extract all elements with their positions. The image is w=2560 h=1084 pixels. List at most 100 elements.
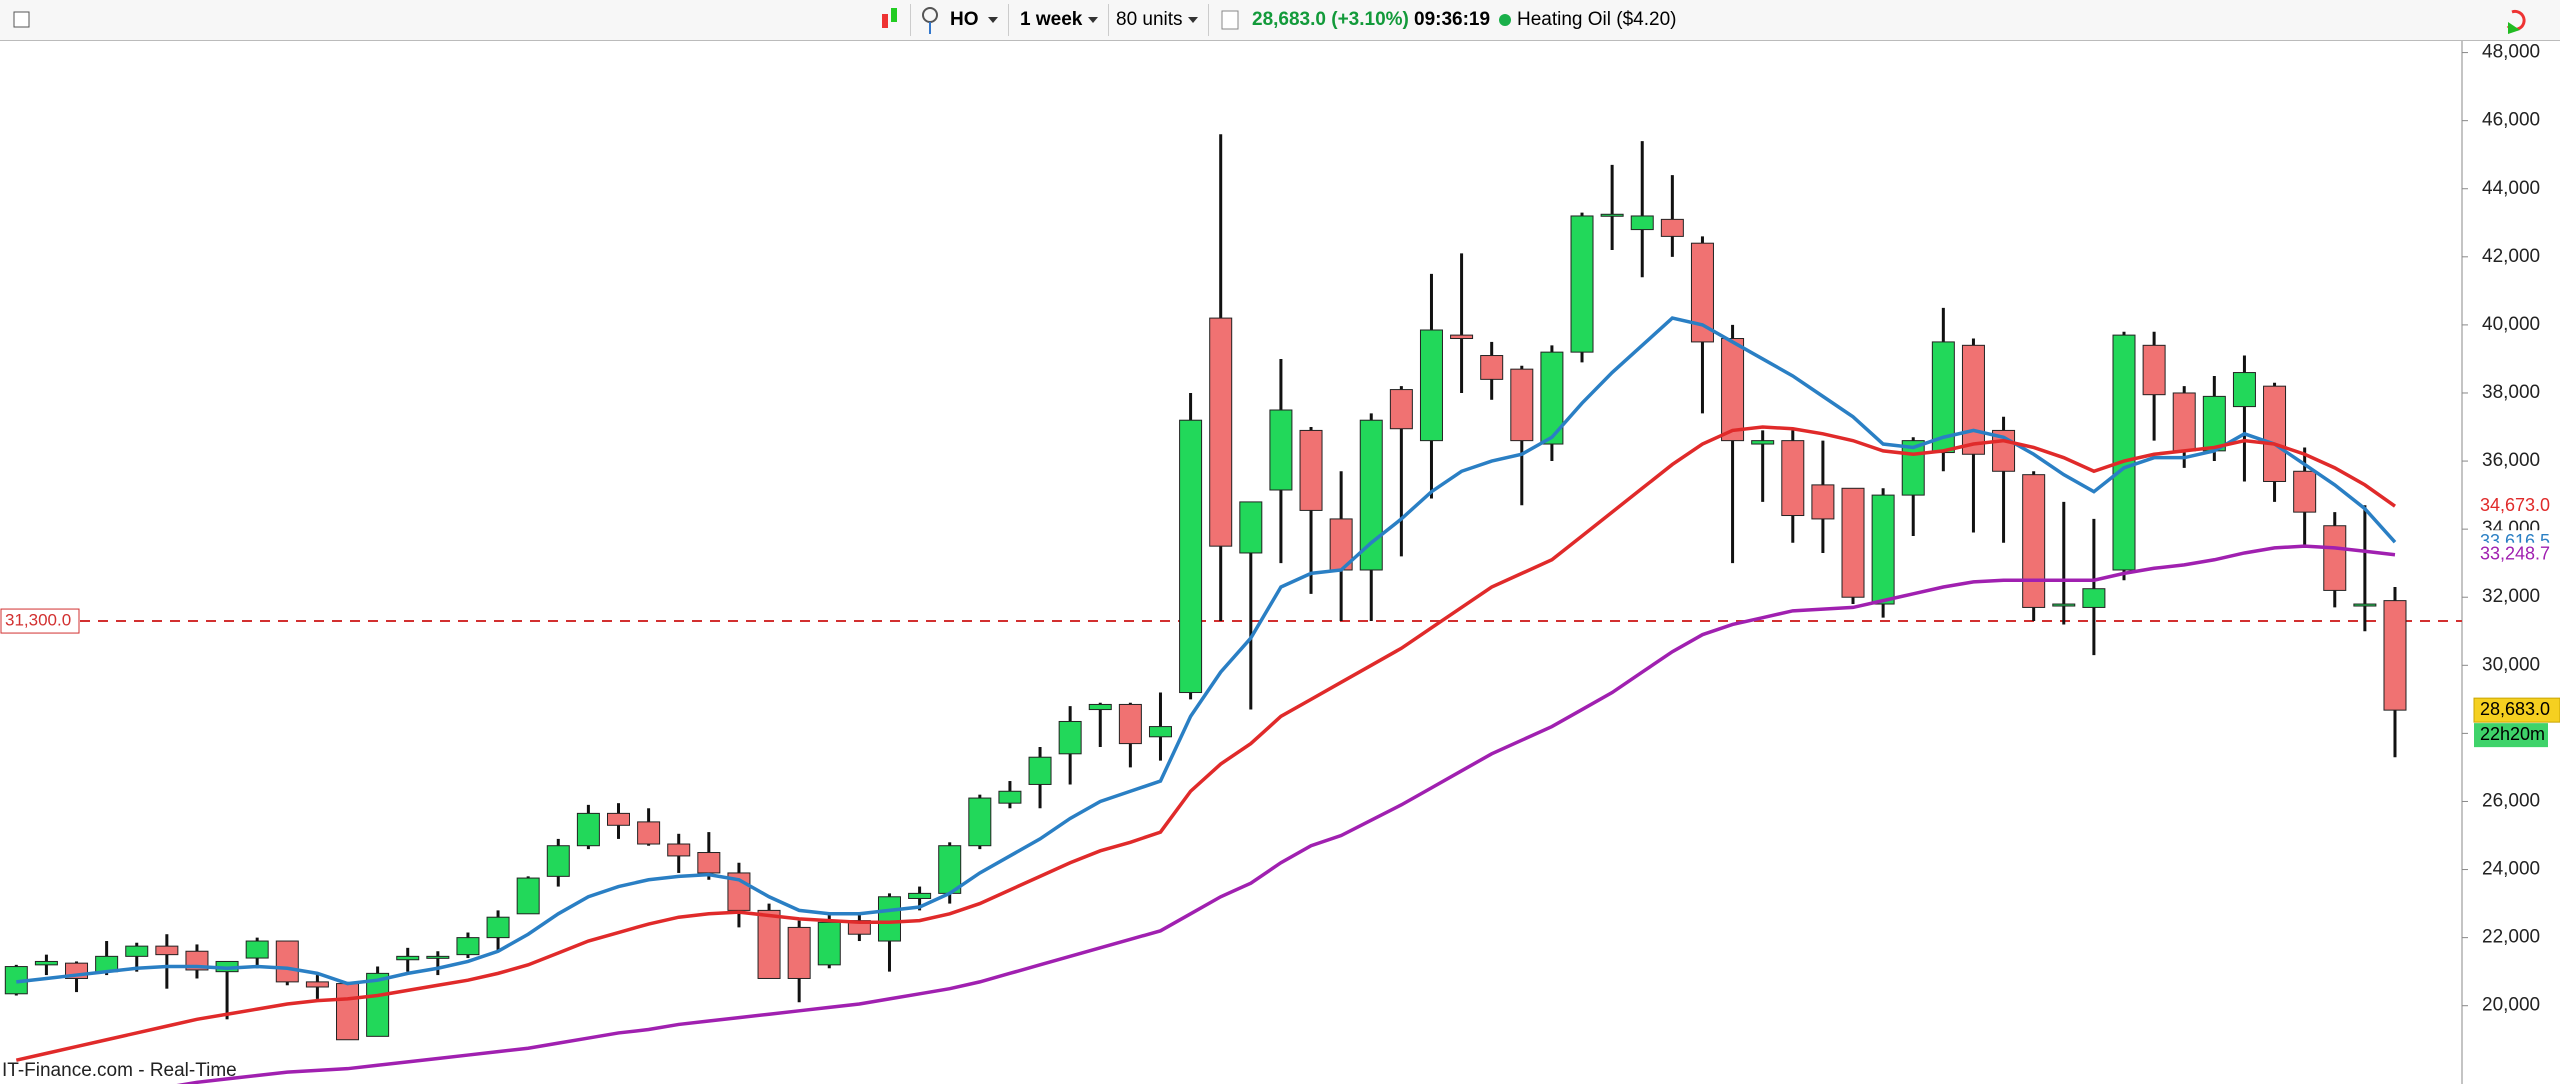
y-tick-label: 36,000	[2482, 450, 2540, 471]
candle-body	[817, 921, 841, 966]
candle-body	[1630, 215, 1654, 231]
candle-body	[998, 790, 1022, 804]
candle-body	[1028, 756, 1052, 785]
candle-body	[1148, 726, 1172, 738]
y-axis: 20,00022,00024,00026,00028,00030,00032,0…	[2462, 42, 2560, 1016]
candle-body	[968, 797, 992, 847]
candle-body	[2052, 603, 2076, 607]
candle-body	[516, 877, 540, 915]
price-label-box	[2473, 697, 2560, 723]
candle-body	[275, 940, 299, 983]
plot-area	[4, 134, 2462, 1084]
candle-body	[2022, 474, 2046, 608]
y-tick-label: 30,000	[2482, 654, 2540, 675]
y-tick-label: 46,000	[2482, 110, 2540, 131]
y-tick-label: 40,000	[2482, 314, 2540, 335]
candle-body	[1841, 487, 1865, 598]
candle-body	[2323, 525, 2347, 591]
candle-body	[155, 945, 179, 956]
countdown-box	[2474, 723, 2548, 748]
candle-body	[2263, 385, 2287, 482]
candle-body	[1480, 355, 1504, 380]
toolbar: HO 1 week 80 units 28,683.0 (+3.10%) 09:…	[0, 0, 2560, 41]
candle-body	[2082, 588, 2106, 608]
chart-type-icon[interactable]	[882, 8, 897, 28]
candle-body	[757, 909, 781, 979]
y-tick-label: 20,000	[2482, 995, 2540, 1016]
separator	[1208, 4, 1209, 36]
status-dot	[1499, 14, 1511, 26]
candle-body	[1058, 720, 1082, 755]
moving-average	[16, 316, 2397, 986]
grid: 31,300.0	[0, 608, 80, 634]
candle-body	[245, 940, 269, 959]
moving-average	[176, 544, 2396, 1084]
dropdown-arrow[interactable]	[1188, 17, 1198, 23]
y-tick-label: 42,000	[2482, 246, 2540, 267]
candle-body	[396, 955, 420, 961]
candle-body	[1510, 368, 1534, 442]
quote: 28,683.0 (+3.10%)	[1252, 9, 1409, 30]
candle-body	[1660, 218, 1684, 237]
candle-body	[1600, 213, 1624, 217]
symbol[interactable]: HO	[950, 9, 979, 30]
candle-body	[637, 821, 661, 845]
document-icon[interactable]	[1221, 10, 1239, 30]
candle-body	[908, 892, 932, 899]
candle-body	[456, 937, 480, 956]
price-label: 33,248.7	[2480, 543, 2550, 563]
candle-body	[1209, 317, 1233, 547]
candle-body	[125, 945, 149, 957]
y-tick-label: 24,000	[2482, 859, 2540, 880]
candle-body	[2353, 603, 2377, 607]
footer: IT-Finance.com - Real-Time	[2, 1060, 237, 1081]
candle-body	[1269, 409, 1293, 491]
candle-body	[486, 916, 510, 939]
candle-body	[1871, 494, 1895, 605]
y-tick-label: 48,000	[2482, 42, 2540, 63]
instrument: Heating Oil ($4.20)	[1517, 9, 1677, 30]
candle-body	[366, 972, 390, 1037]
y-tick-label: 32,000	[2482, 586, 2540, 607]
candle-body	[1811, 484, 1835, 520]
refresh-icon-arrow[interactable]	[2508, 22, 2520, 34]
candle-body	[1419, 329, 1443, 442]
y-tick-label: 38,000	[2482, 382, 2540, 403]
indicator-icon[interactable]	[922, 7, 938, 34]
countdown: 22h20m	[2480, 724, 2545, 744]
candle-body	[1450, 334, 1474, 340]
price-label: 28,683.0	[2480, 699, 2550, 719]
candle-body	[546, 845, 570, 877]
candle-body	[426, 955, 450, 959]
y-tick-label: 26,000	[2482, 790, 2540, 811]
candle-body	[1359, 419, 1383, 571]
candle-body	[1721, 338, 1745, 442]
hline-label-box	[0, 608, 80, 634]
candle-body	[1088, 703, 1112, 711]
period[interactable]: 1 week	[1020, 9, 1083, 30]
candle-body	[877, 896, 901, 942]
candle-body	[2172, 392, 2196, 452]
price-label-box	[2474, 542, 2560, 567]
candle-body	[667, 843, 691, 857]
separator	[1008, 4, 1009, 36]
price-label-box	[2474, 494, 2560, 519]
candle-body	[2293, 470, 2317, 513]
candle-body	[607, 812, 630, 826]
candle-body	[1299, 429, 1323, 511]
candle-body	[1570, 215, 1594, 353]
candle-body	[2232, 372, 2256, 408]
chart: 31,300.0 20,00022,00024,00026,00028,0003…	[0, 41, 2560, 1084]
candle-body	[2383, 600, 2407, 711]
checkbox[interactable]	[13, 11, 30, 28]
candle-body	[305, 981, 329, 988]
candle-body	[2202, 395, 2226, 452]
candle-body	[1118, 703, 1142, 745]
dropdown-arrow[interactable]	[1088, 17, 1098, 23]
candle-body	[1751, 440, 1775, 445]
units[interactable]: 80 units	[1116, 9, 1183, 30]
candle-body	[1239, 501, 1263, 554]
dropdown-arrow[interactable]	[988, 17, 998, 23]
candle-body	[2112, 334, 2136, 571]
